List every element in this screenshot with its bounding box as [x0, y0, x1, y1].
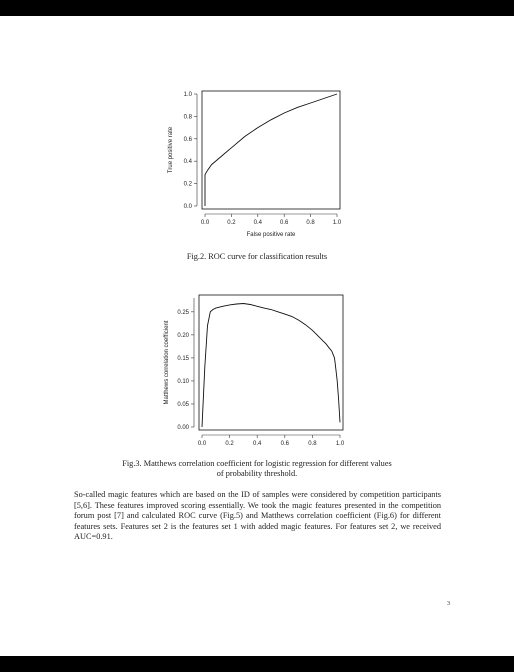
- x-tick-label: 0.2: [225, 441, 234, 447]
- y-tick-label: 0.05: [177, 402, 189, 408]
- x-tick-label: 0.4: [253, 441, 262, 447]
- y-tick-label: 1.0: [184, 92, 193, 98]
- figure-3-caption-line-2: of probability threshold.: [216, 469, 298, 478]
- series-line: [201, 303, 341, 428]
- y-tick-label: 0.20: [177, 333, 189, 339]
- y-tick-label: 0.8: [184, 114, 193, 120]
- x-tick-label: 1.0: [336, 441, 345, 447]
- x-axis-title: False positive rate: [247, 232, 296, 238]
- page-number: 3: [447, 601, 450, 607]
- document-page: 0.0 0.2 0.4 0.6 0.8 1.0 0.0 0.2 0.4 0.6 0.8 1.0 Fals…: [0, 16, 514, 656]
- matthews-correlation-chart: 0.0 0.2 0.4 0.6 0.8 1.0 0.00 0.05 0.10 0.15 0.20 0.…: [164, 294, 345, 447]
- x-tick-label: 0.4: [254, 220, 263, 226]
- roc-curve-chart: 0.0 0.2 0.4 0.6 0.8 1.0 0.0 0.2 0.4 0.6 0.8 1.0 Fals…: [168, 90, 342, 238]
- y-tick-label: 0.15: [177, 356, 189, 362]
- plot-frame: [198, 294, 344, 431]
- figure-3-caption-line-1: Fig.3. Matthews correlation coefficient …: [122, 459, 392, 468]
- x-tick-label: 0.0: [198, 441, 207, 447]
- y-tick-label: 0.2: [184, 182, 193, 188]
- y-tick-label: 0.00: [177, 425, 189, 431]
- body-paragraph: So-called magic features which are based…: [74, 490, 441, 541]
- x-tick-label: 0.6: [281, 441, 290, 447]
- series-line: [204, 93, 338, 206]
- y-tick-label: 0.6: [184, 137, 193, 143]
- x-tick-label: 0.8: [308, 441, 317, 447]
- x-tick-label: 0.8: [306, 220, 315, 226]
- x-tick-label: 1.0: [333, 220, 342, 226]
- y-tick-label: 0.25: [177, 310, 189, 316]
- plot-frame: [201, 90, 341, 210]
- figure-2-caption: Fig.2. ROC curve for classification resu…: [186, 252, 328, 261]
- y-axis-title: True positive rate: [168, 126, 174, 173]
- x-tick-label: 0.6: [280, 220, 289, 226]
- x-tick-label: 0.2: [227, 220, 236, 226]
- x-tick-label: 0.0: [201, 220, 210, 226]
- y-axis-title: Matthews correlation coefficient: [164, 320, 170, 404]
- y-tick-label: 0.0: [184, 204, 193, 210]
- y-tick-label: 0.4: [184, 159, 193, 165]
- y-tick-label: 0.10: [177, 379, 189, 385]
